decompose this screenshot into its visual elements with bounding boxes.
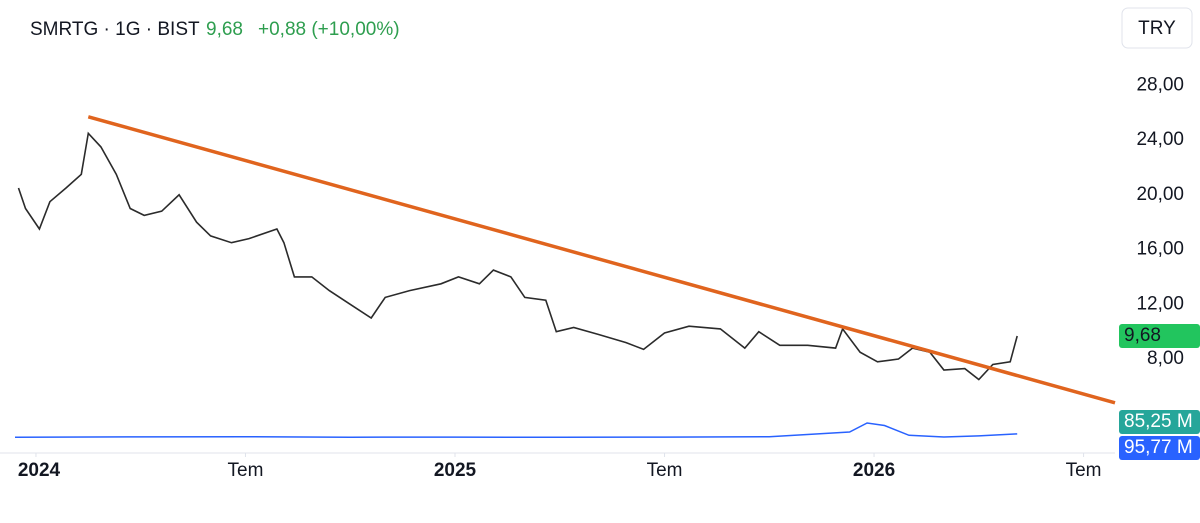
price-badge: [1119, 410, 1200, 434]
x-tick-label: 2026: [853, 460, 895, 481]
x-tick-label: 2024: [18, 460, 61, 481]
currency[interactable]: TRY: [1138, 18, 1176, 39]
price-change: +0,88 (+10,00%): [258, 19, 400, 40]
price-badge: [1119, 324, 1200, 349]
x-tick-label: Tem: [1066, 460, 1102, 481]
trendline: [87, 115, 1116, 405]
currency-button[interactable]: [1121, 7, 1193, 49]
y-tick-label: 20,00: [1136, 184, 1184, 205]
y-tick-label: 28,00: [1136, 74, 1184, 95]
x-tick-label: Tem: [228, 460, 264, 481]
x-tick-label: 2025: [434, 460, 477, 481]
price-badge-label: 95,77 M: [1124, 437, 1193, 458]
y-tick-label: 24,00: [1136, 129, 1184, 150]
symbol-title: SMRTG · 1G · BIST: [30, 19, 200, 40]
volume-line: [14, 422, 1018, 439]
x-tick-label: Tem: [647, 460, 683, 481]
price-badge-label: 9,68: [1124, 325, 1161, 346]
y-tick-label: 8,00: [1147, 348, 1184, 369]
price-badge-label: 85,25 M: [1124, 411, 1193, 432]
y-tick-label: 12,00: [1136, 293, 1184, 314]
last-price: 9,68: [206, 19, 243, 40]
price-badge: [1119, 436, 1200, 460]
price-line: [17, 131, 1018, 381]
y-tick-label: 16,00: [1136, 239, 1184, 260]
